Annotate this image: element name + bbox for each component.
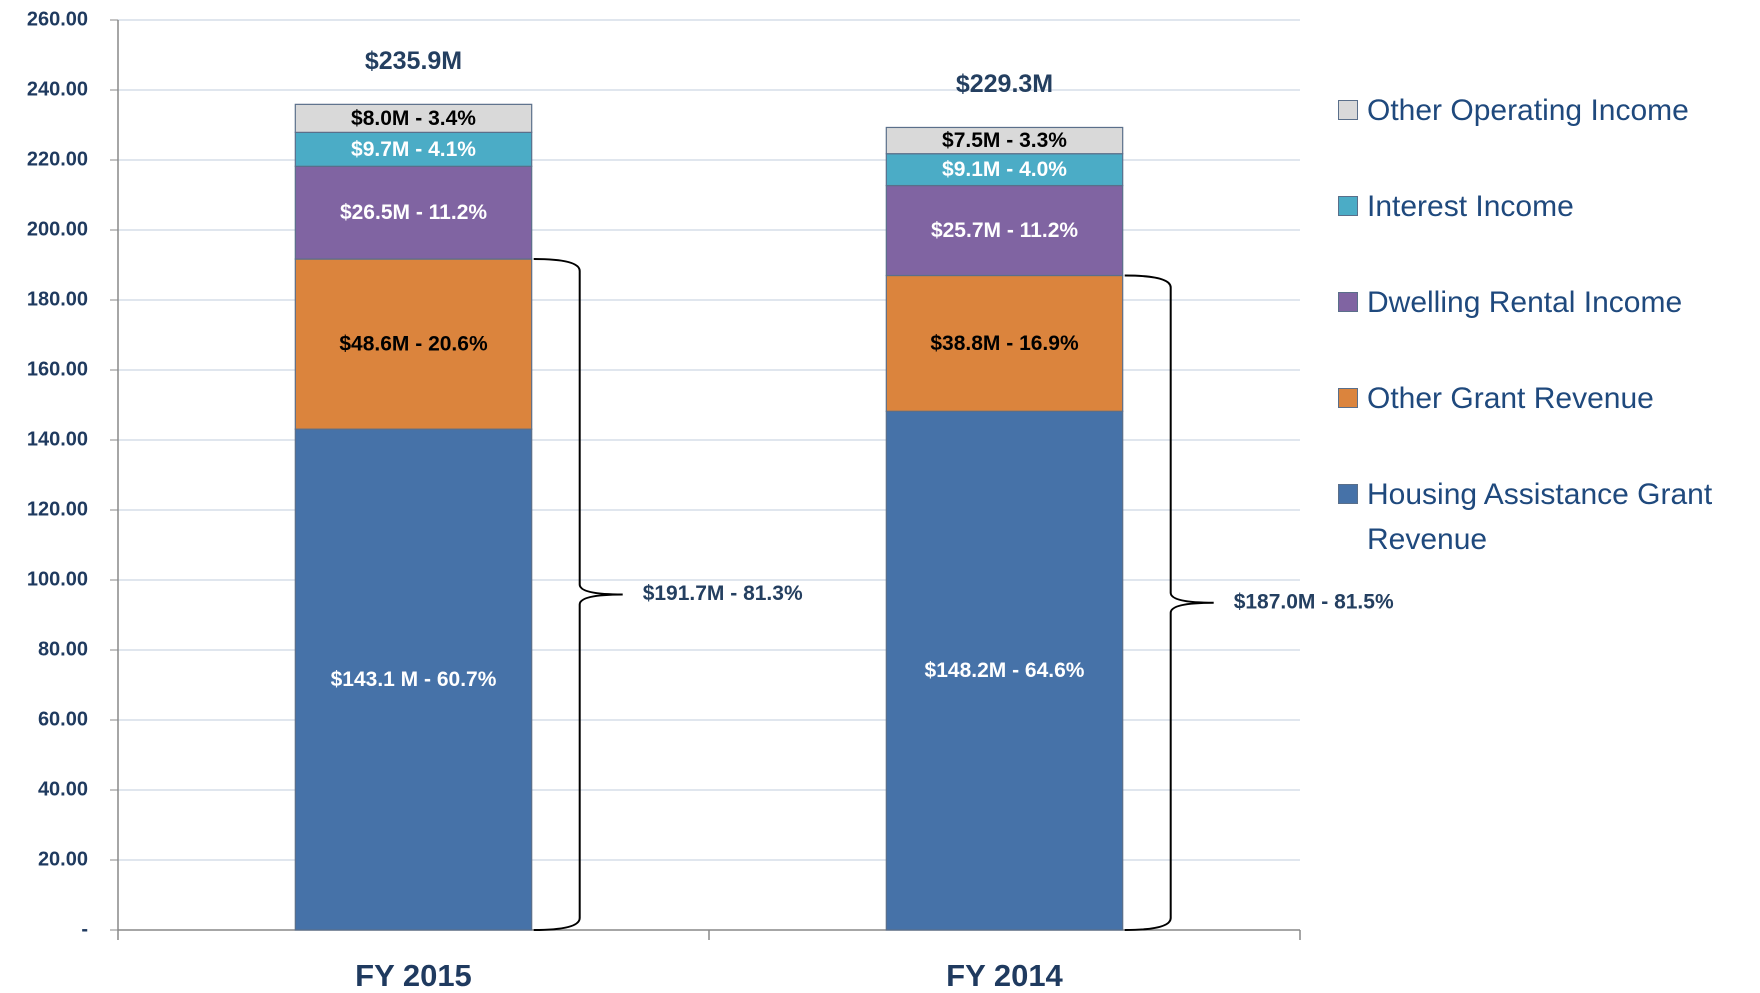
data-label: $9.7M - 4.1% xyxy=(351,138,476,161)
data-label: $143.1 M - 60.7% xyxy=(331,668,497,691)
bar-segment xyxy=(294,428,533,931)
y-tick-label: - xyxy=(81,918,88,940)
legend-swatch xyxy=(1338,292,1358,312)
legend-swatch xyxy=(1338,196,1358,216)
y-tick-label: 140.00 xyxy=(27,428,88,450)
legend-label: Dwelling Rental Income xyxy=(1367,286,1683,319)
legend-entry: Other Operating Income xyxy=(1338,88,1748,184)
bar-segment xyxy=(885,184,1124,277)
data-label: $9.1M - 4.0% xyxy=(942,158,1067,181)
y-tick-label: 60.00 xyxy=(38,708,88,730)
data-label: $48.6M - 20.6% xyxy=(339,333,488,356)
bracket-label: $191.7M - 81.3% xyxy=(643,582,803,605)
data-label: $8.0M - 3.4% xyxy=(351,107,476,130)
y-tick-label: 120.00 xyxy=(27,498,88,520)
x-tick-label: FY 2014 xyxy=(946,958,1063,993)
bracket-label: $187.0M - 81.5% xyxy=(1234,590,1394,613)
y-tick-label: 220.00 xyxy=(27,148,88,170)
y-tick-label: 100.00 xyxy=(27,568,88,590)
bar-segment xyxy=(885,410,1124,931)
y-tick-label: 180.00 xyxy=(27,288,88,310)
y-tick-label: 40.00 xyxy=(38,778,88,800)
x-tick-label: FY 2015 xyxy=(355,958,472,993)
bar-segment xyxy=(885,274,1124,412)
legend-label: Interest Income xyxy=(1367,190,1574,223)
y-tick-label: 200.00 xyxy=(27,218,88,240)
y-tick-label: 20.00 xyxy=(38,848,88,870)
bar-segment xyxy=(294,258,533,430)
bar-segment xyxy=(294,103,533,133)
legend-entry: Other Grant Revenue xyxy=(1338,376,1748,472)
y-tick-label: 80.00 xyxy=(38,638,88,660)
bar-segment xyxy=(885,153,1124,187)
legend-entry: Housing Assistance Grant Revenue xyxy=(1338,472,1748,568)
legend-label: Other Grant Revenue xyxy=(1367,382,1654,415)
legend-entry: Dwelling Rental Income xyxy=(1338,280,1748,376)
legend-label: Housing Assistance Grant Revenue xyxy=(1367,478,1713,556)
bracket xyxy=(533,258,623,931)
bar-segment xyxy=(294,131,533,167)
legend-swatch xyxy=(1338,100,1358,120)
data-label: $38.8M - 16.9% xyxy=(930,332,1079,355)
y-tick-label: 160.00 xyxy=(27,358,88,380)
data-label: $148.2M - 64.6% xyxy=(925,659,1085,682)
total-label: $235.9M xyxy=(365,47,462,75)
total-label: $229.3M xyxy=(956,70,1053,98)
data-label: $25.7M - 11.2% xyxy=(931,219,1078,242)
data-label: $26.5M - 11.2% xyxy=(340,201,487,224)
legend-entry: Interest Income xyxy=(1338,184,1748,280)
y-tick-label: 240.00 xyxy=(27,78,88,100)
legend-swatch xyxy=(1338,484,1358,504)
y-tick-label: 260.00 xyxy=(27,8,88,30)
legend: Other Operating Income Interest Income Dwe… xyxy=(1338,88,1748,568)
legend-label: Other Operating Income xyxy=(1367,94,1689,127)
bar-segment xyxy=(294,165,533,260)
bar-segment xyxy=(885,126,1124,155)
legend-swatch xyxy=(1338,388,1358,408)
data-label: $7.5M - 3.3% xyxy=(942,129,1067,152)
bracket xyxy=(1124,274,1214,931)
